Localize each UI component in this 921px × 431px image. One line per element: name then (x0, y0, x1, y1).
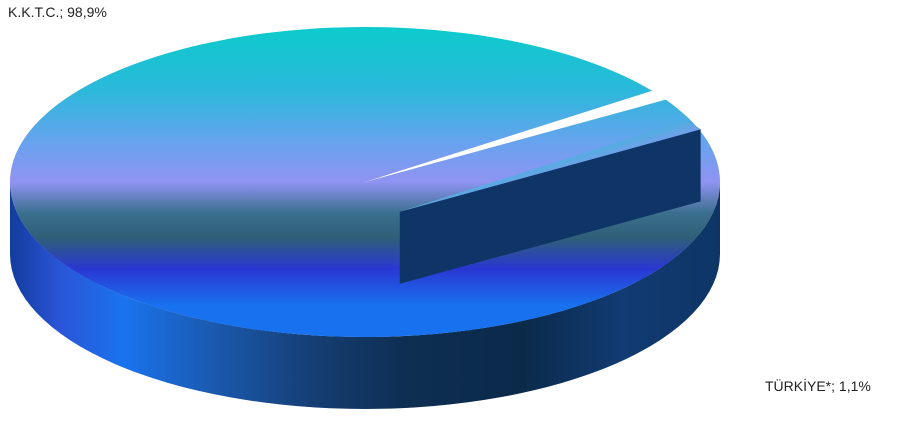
pie-slice-cut-turkiye (399, 129, 701, 284)
data-label-kktc: K.K.T.C.; 98,9% (8, 4, 107, 20)
pie-slice-kktc (9, 27, 721, 338)
pie-slice-turkiye (399, 120, 701, 212)
pie-slice-side-kktc (10, 182, 720, 409)
data-label-turkiye: TÜRKİYE*; 1,1% (765, 378, 871, 394)
